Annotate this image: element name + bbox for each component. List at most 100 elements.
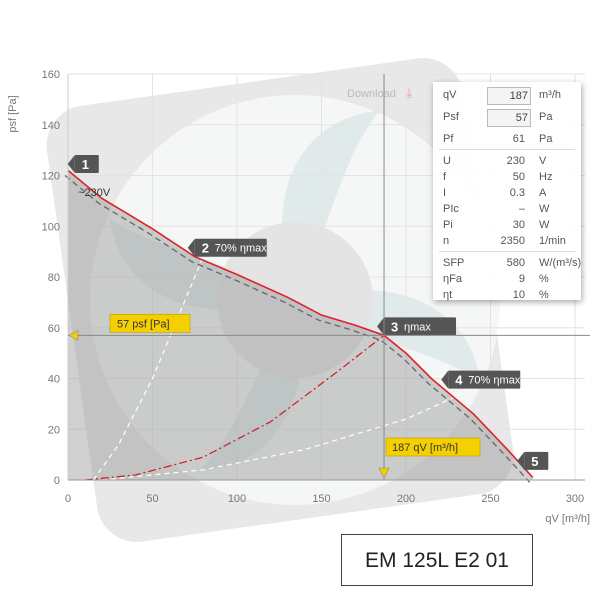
info-unit: 1/min	[539, 235, 566, 247]
info-row-i: I 0.3 A	[439, 185, 575, 201]
reference-curve	[101, 388, 474, 481]
chart-operating-area	[68, 170, 533, 481]
info-input-qv[interactable]	[487, 87, 531, 105]
marker-4: 4 70% ηmax	[441, 370, 521, 389]
info-symbol: U	[443, 155, 451, 167]
info-value: 10	[512, 289, 525, 301]
info-value: 230	[506, 155, 525, 167]
info-unit: W	[539, 203, 550, 215]
reference-curve	[92, 256, 204, 481]
x-axis-label: qV [m³/h]	[545, 513, 590, 525]
info-value: 0.3	[509, 187, 525, 199]
info-symbol: f	[443, 171, 447, 183]
info-symbol: I	[443, 187, 447, 199]
info-unit: V	[539, 155, 547, 167]
x-value-box	[385, 437, 481, 457]
info-input-psf[interactable]	[487, 109, 531, 127]
x-tick-label: 250	[481, 493, 499, 505]
marker-pointer	[377, 317, 385, 336]
y-tick-label: 80	[48, 272, 60, 284]
info-separator	[439, 251, 575, 252]
marker-5: 5	[517, 451, 549, 470]
marker-number: 5	[531, 454, 538, 469]
info-row-psf: Psf Pa	[439, 109, 575, 127]
marker-pointer	[517, 451, 525, 470]
marker-2: 2 70% ηmax	[187, 238, 267, 257]
info-symbol: Pi	[443, 219, 453, 231]
info-row-ηt: ηt 10%	[439, 287, 575, 303]
y-value-box	[109, 314, 191, 333]
system-curve	[84, 334, 385, 481]
info-unit: Pa	[539, 133, 553, 145]
marker-label: 70% ηmax	[468, 375, 520, 387]
marker-pointer	[441, 370, 449, 389]
info-value: 61	[512, 133, 525, 145]
watermark-fan-logo	[46, 58, 514, 542]
marker-3: 3 ηmax	[377, 317, 457, 336]
info-row-ηfa: ηFa 9%	[439, 271, 575, 287]
x-tick-label: 100	[228, 493, 246, 505]
x-handle	[378, 467, 390, 479]
info-value: 30	[512, 219, 525, 231]
info-row-n: n 2350 1/min	[439, 233, 575, 249]
y-tick-label: 140	[42, 120, 60, 132]
info-row-f: f 50 Hz	[439, 169, 575, 185]
y-tick-label: 0	[54, 475, 60, 487]
info-value: 2350	[500, 235, 525, 247]
info-symbol: n	[443, 235, 450, 247]
info-value: –	[518, 203, 525, 215]
info-symbol: qV	[443, 89, 457, 101]
marker-badge	[524, 451, 549, 470]
y-tick-label: 160	[42, 69, 60, 81]
x-tick-label: 300	[566, 493, 584, 505]
info-unit: A	[539, 187, 547, 199]
info-unit: W/(m³/s)	[539, 257, 582, 269]
model-name: EM 125L E2 01	[341, 534, 533, 586]
voltage-label: ~230V	[78, 187, 111, 199]
y-tick-label: 60	[48, 323, 60, 335]
operating-area-fill	[68, 170, 533, 481]
download-link[interactable]: Download	[347, 88, 396, 100]
info-unit: %	[539, 273, 549, 285]
info-unit: %	[539, 289, 549, 301]
series-line-dashed	[64, 174, 531, 483]
marker-pointer	[67, 154, 75, 173]
y-tick-label: 100	[42, 221, 60, 233]
info-row-pi: Pi 30 W	[439, 217, 575, 233]
marker-number: 1	[82, 157, 89, 172]
info-symbol: ηFa	[443, 273, 462, 285]
x-tick-label: 0	[65, 493, 71, 505]
pdf-icon[interactable]: ⤓	[406, 84, 413, 100]
y-tick-label: 20	[48, 424, 60, 436]
info-unit: W	[539, 219, 550, 231]
info-value: 50	[512, 171, 525, 183]
operating-point: 57 psf [Pa] 187 qV [m³/h]	[68, 74, 590, 480]
info-symbol: ηt	[443, 289, 453, 301]
marker-badge	[74, 154, 99, 173]
chart-curves: ~230V	[64, 169, 534, 483]
marker-1: 1	[67, 154, 99, 173]
y-axis-label: psf [Pa]	[7, 95, 19, 132]
info-symbol: Psf	[443, 111, 459, 123]
info-unit: Pa	[539, 111, 553, 123]
marker-label: 70% ηmax	[215, 243, 267, 255]
info-panel: qV m³/h Psf Pa Pf 61 Pa U 230 Vf 50 Hz I 0.3 A PIc – W Pi 3…	[433, 82, 581, 303]
info-unit: Hz	[539, 171, 553, 183]
info-symbol: PIc	[443, 203, 459, 215]
y-value-label: 57 psf [Pa]	[117, 318, 170, 330]
info-value: 9	[518, 273, 525, 285]
marker-badge	[448, 370, 521, 389]
info-value: 580	[506, 257, 525, 269]
info-unit: m³/h	[539, 89, 561, 101]
info-separator	[439, 149, 575, 150]
marker-label: ηmax	[404, 321, 431, 333]
marker-number: 4	[455, 373, 463, 388]
y-tick-label: 40	[48, 374, 60, 386]
info-row-sfp: SFP 580 W/(m³/s)	[439, 255, 581, 271]
marker-number: 3	[391, 319, 398, 334]
info-row-u: U 230 V	[439, 153, 575, 169]
info-symbol: SFP	[443, 257, 465, 269]
series-line	[67, 169, 534, 479]
